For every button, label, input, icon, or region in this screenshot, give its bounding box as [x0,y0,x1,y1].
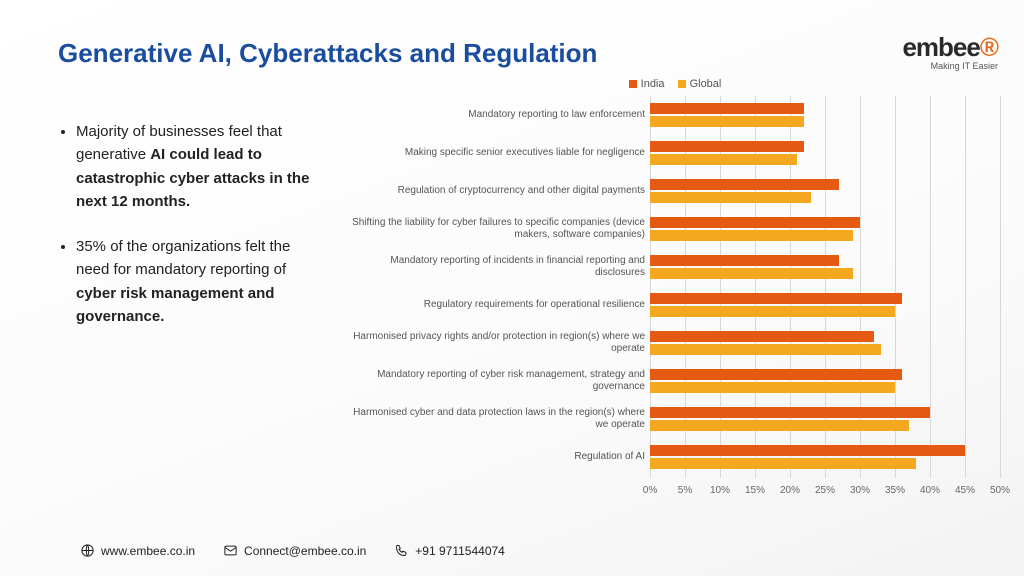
category-label: Mandatory reporting to law enforcement [345,96,645,134]
x-axis-label: 25% [815,485,835,496]
bar-india [650,293,902,304]
chart-row: Mandatory reporting of incidents in fina… [340,248,1000,286]
chart-row: Mandatory reporting of cyber risk manage… [340,362,1000,400]
footer-email-text: Connect@embee.co.in [244,544,366,558]
x-axis-label: 0% [643,485,657,496]
globe-icon [80,543,95,558]
chart-row: Shifting the liability for cyber failure… [340,210,1000,248]
category-label: Mandatory reporting of incidents in fina… [345,248,645,286]
x-axis-label: 50% [990,485,1010,496]
gridline [1000,96,1001,478]
x-axis-label: 10% [710,485,730,496]
chart-row: Making specific senior executives liable… [340,134,1000,172]
bar-india [650,445,965,456]
bar-global [650,230,853,241]
chart-row: Regulation of AI [340,438,1000,476]
bullet-text-pre: 35% of the organizations felt the need f… [76,238,290,278]
category-label: Regulation of AI [345,438,645,476]
footer-email: Connect@embee.co.in [223,543,366,558]
slide: Generative AI, Cyberattacks and Regulati… [0,0,1024,576]
legend-label-global: Global [690,78,722,90]
chart-row: Regulatory requirements for operational … [340,286,1000,324]
bar-global [650,154,797,165]
mail-icon [223,543,238,558]
bar-global [650,192,811,203]
category-label: Regulation of cryptocurrency and other d… [345,172,645,210]
category-label: Harmonised privacy rights and/or protect… [345,324,645,362]
bar-group [650,215,1000,243]
category-label: Mandatory reporting of cyber risk manage… [345,362,645,400]
bar-india [650,179,839,190]
bar-india [650,255,839,266]
bar-group [650,177,1000,205]
footer-website-text: www.embee.co.in [101,544,195,558]
chart-row: Regulation of cryptocurrency and other d… [340,172,1000,210]
category-label: Shifting the liability for cyber failure… [345,210,645,248]
bar-group [650,253,1000,281]
x-axis-label: 40% [920,485,940,496]
logo: embee® Making IT Easier [902,32,998,71]
x-axis-label: 30% [850,485,870,496]
bullet-item: 35% of the organizations felt the need f… [76,235,318,328]
bar-global [650,344,881,355]
logo-brand: embee® [902,32,998,63]
chart-row: Mandatory reporting to law enforcement [340,96,1000,134]
footer: www.embee.co.in Connect@embee.co.in +91 … [80,543,505,558]
bar-global [650,306,895,317]
page-title: Generative AI, Cyberattacks and Regulati… [58,38,597,69]
bar-group [650,443,1000,471]
legend-swatch-india [629,80,637,88]
category-label: Making specific senior executives liable… [345,134,645,172]
bar-india [650,331,874,342]
chart-legend: India Global [340,78,1000,90]
x-axis-label: 15% [745,485,765,496]
bullet-item: Majority of businesses feel that generat… [76,120,318,213]
legend-swatch-global [678,80,686,88]
footer-phone-text: +91 9711544074 [415,544,505,558]
footer-phone: +91 9711544074 [394,543,505,558]
bar-global [650,268,853,279]
x-axis-label: 45% [955,485,975,496]
bar-india [650,369,902,380]
bar-global [650,420,909,431]
bar-global [650,116,804,127]
category-label: Harmonised cyber and data protection law… [345,400,645,438]
footer-website: www.embee.co.in [80,543,195,558]
bar-india [650,407,930,418]
bar-group [650,101,1000,129]
bullet-list: Majority of businesses feel that generat… [58,120,318,350]
chart: India Global 0% 5% 10% 15% 20% 25% 30% 35% 40% 45… [340,78,1000,518]
category-label: Regulatory requirements for operational … [345,286,645,324]
bullet-text-bold: cyber risk management and governance. [76,285,274,325]
bar-group [650,139,1000,167]
bar-india [650,217,860,228]
x-axis-label: 35% [885,485,905,496]
bar-india [650,141,804,152]
chart-plot: 0%5%10%15%20%25%30%35%40%45%50%Mandatory… [340,96,1000,496]
bar-group [650,291,1000,319]
bar-india [650,103,804,114]
chart-row: Harmonised privacy rights and/or protect… [340,324,1000,362]
bar-group [650,367,1000,395]
chart-row: Harmonised cyber and data protection law… [340,400,1000,438]
bar-group [650,405,1000,433]
legend-label-india: India [641,78,665,90]
bar-global [650,382,895,393]
bar-global [650,458,916,469]
x-axis-label: 20% [780,485,800,496]
phone-icon [394,543,409,558]
bar-group [650,329,1000,357]
x-axis-label: 5% [678,485,692,496]
